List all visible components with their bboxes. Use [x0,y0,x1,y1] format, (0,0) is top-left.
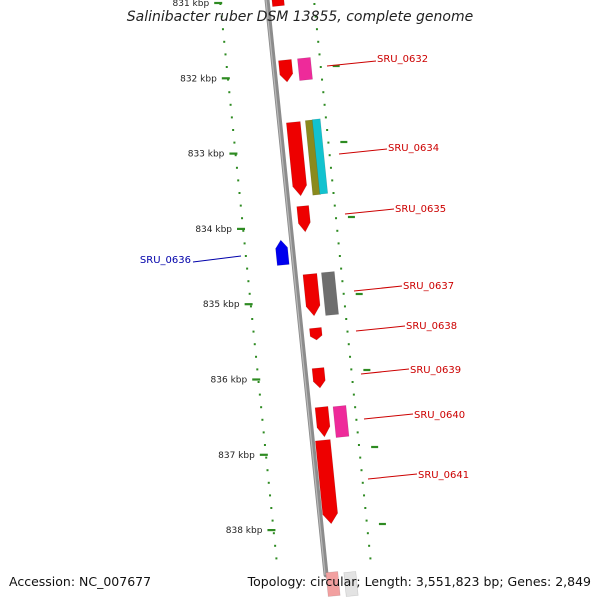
genome-stats-text: Topology: circular; Length: 3,551,823 bp… [248,574,591,589]
gene-labels: SRU_0632 SRU_0634 SRU_0635 SRU_0636 SRU_0637… [140,54,469,481]
backbone-line [264,0,329,578]
gene-sru0639-arrow [311,367,326,389]
gene-sru0634-cyan [311,118,329,195]
gene-label-leader [360,368,410,375]
gene-sru0641-arrow [314,439,338,525]
gene-sru0635-arrow [296,205,311,233]
genome-stats-value: Topology: circular; Length: 3,551,823 bp… [247,574,591,589]
kbp-tick-labels: 831 kbp 832 kbp 833 kbp 834 kbp 835 kbp 836 k… [173,0,263,536]
gene-label-leader [326,60,377,67]
gene-label[interactable]: SRU_0636 [140,255,191,266]
kbp-label: 831 kbp [173,0,210,9]
gene-bottom-partial-2 [343,571,359,597]
gene-sru0634-arrow [285,121,307,197]
gene-label-leader [344,208,395,215]
kbp-label: 836 kbp [211,376,248,386]
gene-label-leader [192,255,242,263]
kbp-label: 838 kbp [226,526,263,536]
gene-label-leader [338,148,388,155]
accession-text: Accession: NC_007677 [9,574,152,589]
gene-label[interactable]: SRU_0637 [403,281,454,292]
gene-sru0637-arrow [302,273,321,317]
gene-sru0632-product [297,57,313,81]
kbp-label: 835 kbp [203,300,240,310]
gene-sru0636-arrow [275,239,290,266]
gene-label-leader [367,473,418,480]
kbp-label: 833 kbp [188,150,225,160]
gene-bottom-partial [325,571,341,597]
kbp-label: 837 kbp [218,451,255,461]
gene-sru0632-arrow [278,59,294,83]
map-title: Salinibacter ruber DSM 13855, complete g… [126,9,474,25]
gene-label-leader [355,325,406,332]
gene-sru0637-gray [321,271,339,316]
gene-sru0640-arrow [314,406,331,438]
gene-sru0638-arrow [309,327,323,341]
inner-tick-track [214,1,278,560]
gene-sru0640-product [332,405,350,438]
genome-backbone [264,0,329,578]
gene-label[interactable]: SRU_0638 [406,321,457,332]
gene-label[interactable]: SRU_0639 [410,365,461,376]
gene-label[interactable]: SRU_0634 [388,143,439,154]
gene-label-leader [353,285,403,292]
outer-tick-track [313,3,386,560]
gene-label[interactable]: SRU_0640 [414,410,465,421]
kbp-label: 834 kbp [195,225,232,235]
gene-top-partial [271,0,285,7]
gene-features [271,0,359,597]
gene-label[interactable]: SRU_0632 [377,54,428,65]
gene-label[interactable]: SRU_0635 [395,204,446,215]
backbone-highlight [265,0,326,576]
kbp-label: 832 kbp [180,74,217,84]
gene-label[interactable]: SRU_0641 [418,470,469,481]
gene-label-leader [363,413,414,420]
